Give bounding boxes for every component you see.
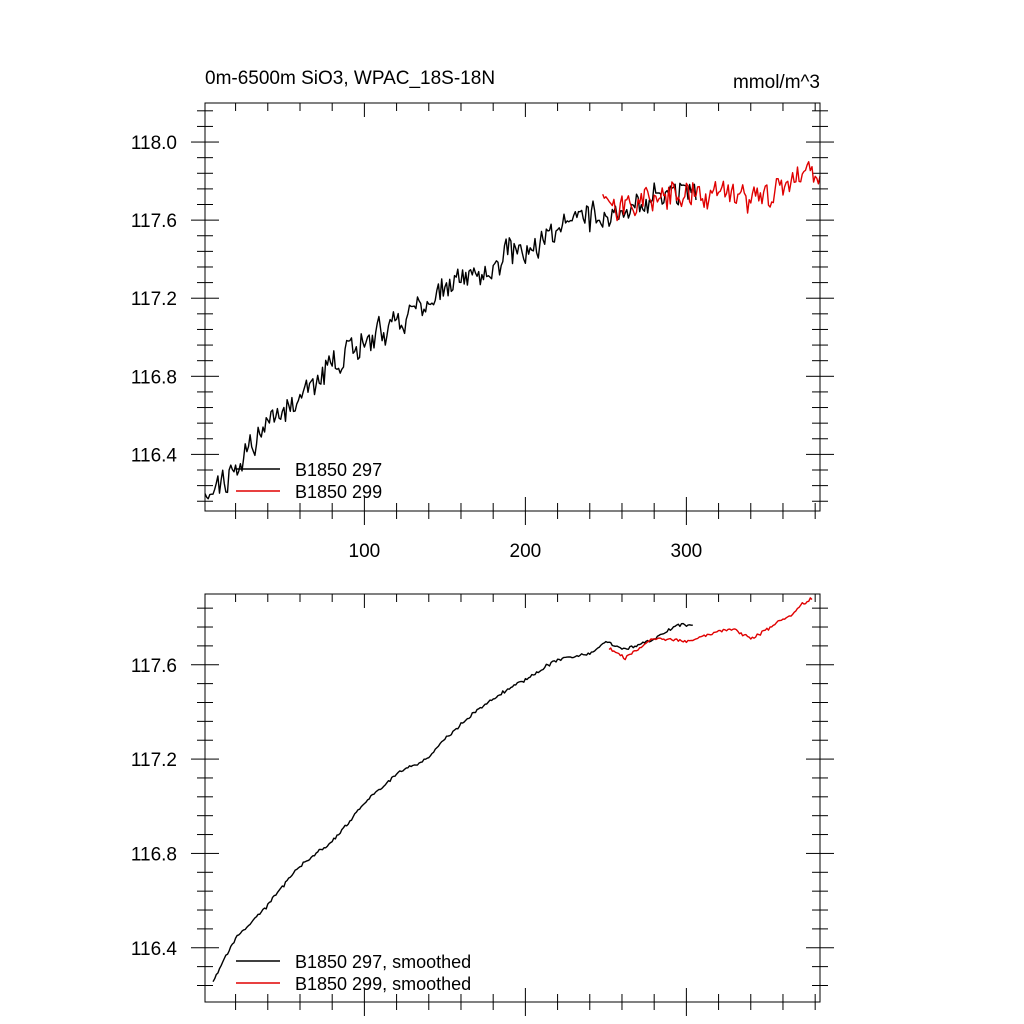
top-x-tick-label: 300 bbox=[671, 541, 703, 562]
bottom-tick-labels: 116.4 116.8 117.2 117.6 bbox=[131, 656, 178, 960]
bottom-series-lines bbox=[212, 597, 813, 983]
legend-label-299-smoothed: B1850 299, smoothed bbox=[295, 974, 471, 994]
top-y-tick-label: 118.0 bbox=[131, 133, 177, 154]
top-y-tick-label: 116.8 bbox=[131, 367, 177, 388]
top-legend: B1850 297 B1850 299 bbox=[236, 460, 382, 502]
legend-label-297: B1850 297 bbox=[295, 460, 382, 480]
bottom-axis-ticks bbox=[191, 594, 834, 1016]
bottom-y-tick-label: 116.8 bbox=[131, 844, 177, 865]
bottom-panel: 116.4 116.8 117.2 117.6 B1850 297, smoothed… bbox=[131, 593, 834, 1016]
units-label: mmol/m^3 bbox=[733, 72, 820, 93]
legend-label-297-smoothed: B1850 297, smoothed bbox=[295, 952, 471, 972]
legend-label-299: B1850 299 bbox=[295, 482, 382, 502]
top-y-tick-label: 116.4 bbox=[131, 445, 178, 466]
bottom-plot-frame bbox=[204, 593, 821, 1003]
bottom-series-line-1 bbox=[608, 597, 813, 661]
bottom-y-tick-label: 117.6 bbox=[131, 656, 177, 677]
top-plot-frame bbox=[204, 102, 821, 512]
top-panel: 0m-6500m SiO3, WPAC_18S-18N mmol/m^3 100… bbox=[131, 68, 834, 562]
top-x-tick-label: 200 bbox=[510, 541, 542, 562]
top-y-tick-label: 117.2 bbox=[131, 289, 177, 310]
bottom-legend: B1850 297, smoothed B1850 299, smoothed bbox=[236, 952, 471, 994]
top-series-line-1 bbox=[602, 160, 821, 222]
top-x-tick-label: 100 bbox=[349, 541, 381, 562]
top-y-tick-label: 117.6 bbox=[131, 211, 177, 232]
bottom-y-tick-label: 117.2 bbox=[131, 750, 177, 771]
bottom-series-line-0 bbox=[212, 622, 693, 983]
top-series-lines bbox=[204, 160, 821, 500]
top-axis-ticks bbox=[191, 103, 834, 525]
top-series-line-0 bbox=[204, 182, 697, 500]
bottom-y-tick-label: 116.4 bbox=[131, 939, 178, 960]
chart-title: 0m-6500m SiO3, WPAC_18S-18N bbox=[205, 68, 495, 89]
top-tick-labels: 100 200 300 116.4 116.8 117.2 117.6 118.0 bbox=[131, 133, 702, 562]
